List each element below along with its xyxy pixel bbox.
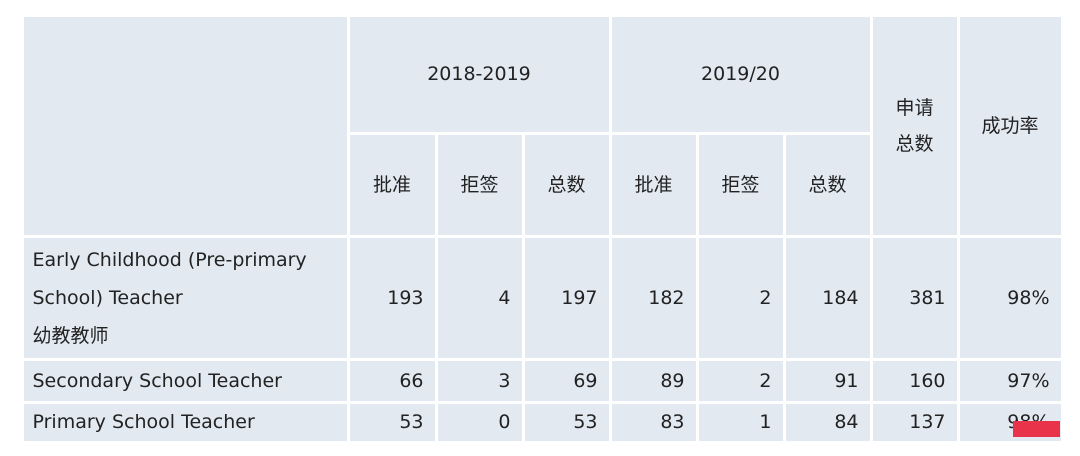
cell-value: 1: [759, 411, 772, 433]
data-cell: 91: [785, 360, 870, 401]
year-header: 2019/20: [611, 16, 870, 132]
cell-value: 193: [387, 286, 424, 309]
red-overlay: [1013, 421, 1060, 437]
row-label-cell: Early Childhood (Pre-primary School) Teac…: [23, 237, 347, 358]
sub-header: 总数: [785, 134, 870, 235]
row-label-cell: Primary School Teacher: [23, 403, 347, 441]
cell-value: 160: [909, 369, 946, 392]
sub-header-label: 拒签: [460, 173, 499, 196]
data-cell: 53: [349, 403, 435, 441]
data-cell: 3: [437, 360, 522, 401]
cell-value: 97%: [1007, 369, 1050, 392]
cell-value: 0: [498, 411, 511, 433]
row-label: Primary School Teacher: [32, 411, 255, 433]
year-header: 2018-2019: [349, 16, 609, 132]
cell-value: 197: [561, 286, 598, 309]
cell-value: 184: [822, 286, 859, 309]
cell-value: 91: [834, 369, 859, 392]
data-cell: 193: [349, 237, 435, 358]
cell-value: 2: [759, 369, 772, 392]
data-cell: 4: [437, 237, 522, 358]
data-cell: 84: [785, 403, 870, 441]
data-cell: 97%: [959, 360, 1061, 401]
data-cell: 197: [524, 237, 609, 358]
cell-value: 182: [648, 286, 685, 309]
sub-header: 拒签: [437, 134, 522, 235]
data-cell: 381: [872, 237, 957, 358]
sub-header: 批准: [611, 134, 696, 235]
cell-value: 2: [759, 286, 772, 309]
data-cell: 69: [524, 360, 609, 401]
year-label: 2019/20: [701, 63, 780, 85]
year-label: 2018-2019: [427, 63, 531, 85]
data-cell: 2: [698, 237, 783, 358]
sub-header-label: 总数: [547, 173, 586, 196]
data-cell: 53: [524, 403, 609, 441]
cell-value: 84: [834, 411, 859, 433]
row-label: School) Teacher: [32, 286, 183, 309]
sub-header-label: 总数: [808, 173, 847, 196]
data-cell: 1: [698, 403, 783, 441]
row-label: 幼教教师: [32, 324, 109, 347]
corner-cell: [23, 16, 347, 235]
cell-value: 137: [909, 411, 946, 433]
cell-value: 98%: [1007, 286, 1050, 309]
cell-value: 83: [660, 411, 685, 433]
row-label-cell: Secondary School Teacher: [23, 360, 347, 401]
cell-value: 3: [498, 369, 511, 392]
total-header: 申请 总数: [872, 16, 957, 235]
cell-value: 4: [498, 286, 511, 309]
data-cell: 2: [698, 360, 783, 401]
rate-header: 成功率: [959, 16, 1061, 235]
data-cell: 182: [611, 237, 696, 358]
cell-value: 69: [573, 369, 598, 392]
cell-value: 89: [660, 369, 685, 392]
sub-header: 总数: [524, 134, 609, 235]
data-cell: 98%: [959, 237, 1061, 358]
cell-value: 53: [573, 411, 598, 433]
cell-value: 381: [909, 286, 946, 309]
data-cell: 0: [437, 403, 522, 441]
row-label: Secondary School Teacher: [32, 369, 282, 392]
rate-header-label: 成功率: [981, 114, 1039, 137]
total-header-label: 申请 总数: [895, 96, 934, 155]
data-cell: 137: [872, 403, 957, 441]
row-label: Early Childhood (Pre-primary: [32, 248, 307, 271]
sub-header-label: 批准: [634, 173, 673, 196]
data-cell: 83: [611, 403, 696, 441]
sub-header-label: 拒签: [721, 173, 760, 196]
data-cell: 89: [611, 360, 696, 401]
sub-header-label: 批准: [372, 173, 411, 196]
sub-header: 批准: [349, 134, 435, 235]
cell-value: 66: [399, 369, 424, 392]
cell-value: 53: [399, 411, 424, 433]
data-cell: 160: [872, 360, 957, 401]
data-cell: 184: [785, 237, 870, 358]
data-cell: 66: [349, 360, 435, 401]
sub-header: 拒签: [698, 134, 783, 235]
